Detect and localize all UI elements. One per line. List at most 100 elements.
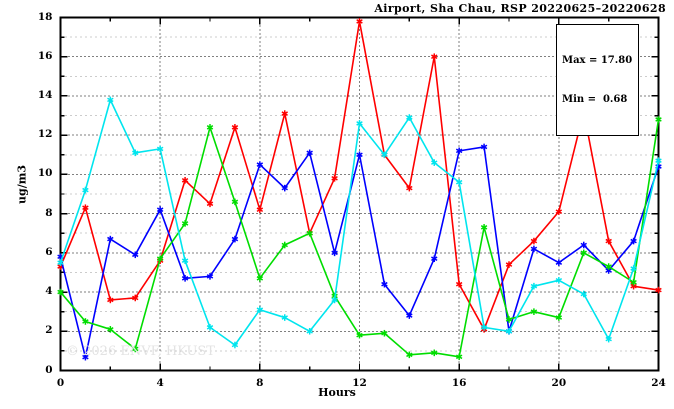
- data-point-marker: [555, 208, 563, 215]
- data-point-marker: [530, 282, 538, 290]
- data-point-marker: [107, 296, 114, 304]
- data-point-marker: [455, 353, 463, 361]
- data-point-marker: [480, 324, 488, 331]
- data-point-marker: [156, 206, 164, 213]
- data-point-marker: [132, 251, 139, 259]
- data-point-marker: [580, 241, 587, 249]
- data-point-marker: [505, 261, 513, 268]
- data-point-marker: [306, 229, 313, 237]
- data-point-marker: [107, 235, 114, 243]
- data-point-marker: [156, 145, 164, 153]
- plot-frame: [59, 16, 660, 372]
- y-tick-label: 6: [45, 245, 53, 258]
- data-point-marker: [580, 249, 587, 257]
- data-point-marker: [132, 294, 139, 302]
- stats-annotation-box: Max = 17.80 Min = 0.68: [556, 24, 640, 136]
- data-point-marker: [206, 124, 214, 131]
- data-point-marker: [356, 331, 363, 339]
- y-tick-label: 14: [37, 88, 53, 101]
- data-point-marker: [605, 263, 612, 270]
- data-point-marker: [530, 237, 538, 245]
- x-tick-label: 8: [256, 376, 264, 389]
- data-point-marker: [206, 273, 214, 280]
- data-point-marker: [455, 280, 463, 288]
- x-tick-label: 0: [56, 376, 65, 389]
- data-point-marker: [406, 114, 413, 121]
- data-point-marker: [82, 204, 89, 212]
- data-point-marker: [580, 290, 587, 298]
- data-point-marker: [256, 206, 264, 213]
- data-point-marker: [555, 314, 563, 321]
- data-point-marker: [82, 186, 89, 194]
- series-20220628: [57, 96, 662, 349]
- y-tick-label: 12: [37, 128, 53, 141]
- y-tick-label: 2: [45, 324, 53, 337]
- x-tick-label: 4: [156, 376, 164, 389]
- data-point-marker: [406, 184, 413, 192]
- x-tick-label: 20: [551, 376, 567, 389]
- data-point-marker: [256, 306, 264, 314]
- data-point-marker: [281, 184, 288, 192]
- data-point-marker: [57, 259, 64, 266]
- data-point-marker: [132, 345, 139, 353]
- y-tick-label: 0: [45, 363, 53, 376]
- data-point-marker: [356, 120, 363, 127]
- chart-title: Airport, Sha Chau, RSP 20220625–20220628: [374, 2, 666, 15]
- data-point-marker: [306, 327, 313, 335]
- data-point-marker: [107, 326, 114, 333]
- data-point-marker: [381, 151, 388, 159]
- data-point-marker: [381, 280, 388, 288]
- data-point-marker: [630, 265, 637, 272]
- data-point-marker: [107, 96, 114, 104]
- data-point-marker: [406, 312, 413, 319]
- data-point-marker: [505, 327, 513, 335]
- data-point-marker: [480, 224, 488, 231]
- data-point-marker: [281, 241, 288, 249]
- data-point-marker: [356, 18, 363, 25]
- data-point-marker: [356, 151, 363, 159]
- data-point-marker: [630, 237, 637, 245]
- data-point-marker: [655, 116, 662, 123]
- data-point-marker: [256, 161, 264, 168]
- data-point-marker: [555, 276, 563, 284]
- data-point-marker: [480, 143, 488, 151]
- data-point-marker: [231, 124, 239, 131]
- data-point-marker: [181, 275, 189, 282]
- data-point-marker: [530, 308, 538, 315]
- data-point-marker: [431, 255, 438, 263]
- data-point-marker: [605, 335, 612, 343]
- data-point-marker: [555, 259, 563, 266]
- data-point-marker: [57, 288, 64, 296]
- x-tick-label: 16: [451, 376, 467, 389]
- y-tick-label: 10: [37, 167, 53, 180]
- data-point-marker: [655, 286, 662, 294]
- data-point-marker: [231, 341, 239, 349]
- data-point-marker: [406, 351, 413, 359]
- data-point-marker: [281, 110, 288, 117]
- data-point-marker: [281, 314, 288, 321]
- series-20220626: [57, 143, 662, 361]
- data-point-marker: [231, 235, 239, 243]
- data-point-marker: [431, 159, 438, 166]
- data-point-marker: [455, 178, 463, 186]
- max-value-label: Max = 17.80: [562, 55, 633, 66]
- data-point-marker: [505, 316, 513, 323]
- data-point-marker: [181, 220, 189, 227]
- data-point-marker: [231, 198, 239, 206]
- data-point-marker: [181, 257, 189, 264]
- data-point-marker: [381, 329, 388, 337]
- series-20220627: [57, 116, 662, 361]
- data-point-marker: [206, 324, 214, 331]
- data-point-marker: [331, 296, 338, 304]
- data-point-marker: [132, 149, 139, 157]
- data-point-marker: [530, 245, 538, 253]
- y-tick-label: 8: [45, 206, 53, 219]
- data-point-marker: [156, 255, 164, 263]
- data-point-marker: [256, 275, 264, 282]
- data-point-marker: [630, 278, 637, 286]
- data-point-marker: [455, 147, 463, 155]
- y-tick-label: 4: [45, 285, 53, 298]
- data-point-marker: [331, 249, 338, 257]
- x-tick-label: 12: [352, 376, 367, 389]
